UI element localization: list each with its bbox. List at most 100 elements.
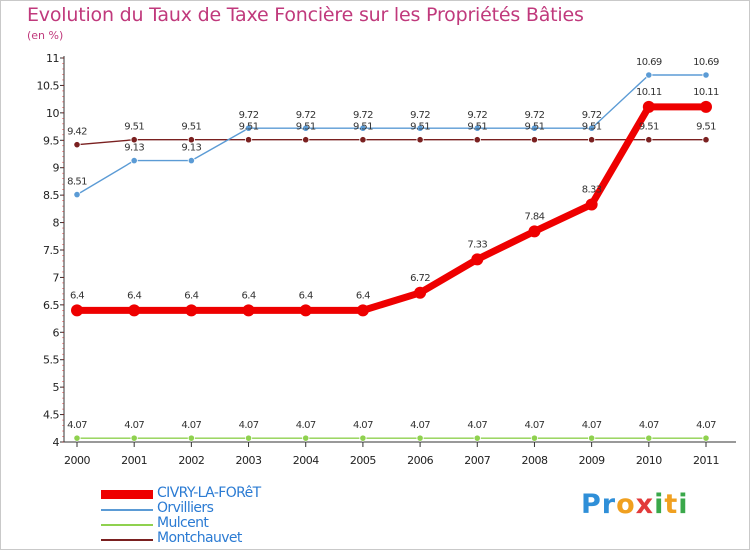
data-label: 4.07 — [582, 420, 602, 431]
data-label: 8.51 — [67, 177, 87, 188]
data-point — [244, 136, 253, 144]
x-tick-label: 2002 — [178, 454, 204, 467]
data-label: 7.33 — [467, 239, 487, 250]
data-label: 6.72 — [410, 273, 430, 284]
data-point — [473, 136, 481, 144]
x-tick-label: 2004 — [293, 454, 319, 467]
legend-label: Orvilliers — [157, 500, 214, 516]
data-label: 9.51 — [296, 122, 316, 133]
y-tick-label: 11 — [46, 52, 59, 65]
data-label: 9.51 — [525, 122, 545, 133]
data-point — [73, 190, 81, 199]
data-point — [702, 71, 710, 79]
data-label: 9.51 — [410, 122, 430, 133]
data-point — [702, 136, 710, 144]
data-label: 9.51 — [239, 122, 259, 133]
y-tick-label: 5.5 — [43, 354, 59, 367]
y-tick-label: 4.5 — [43, 409, 59, 422]
x-tick-label: 2009 — [579, 454, 605, 467]
y-tick-label: 6.5 — [43, 299, 59, 312]
data-point — [73, 434, 81, 442]
x-tick-label: 2010 — [636, 454, 662, 467]
y-tick-label: 4 — [53, 436, 60, 449]
y-tick-label: 9 — [53, 162, 60, 175]
data-label: 6.4 — [70, 290, 84, 301]
data-label: 4.07 — [696, 420, 716, 431]
data-point — [244, 124, 253, 132]
data-point — [302, 434, 310, 442]
data-label: 9.72 — [525, 110, 545, 121]
y-tick-label: 8.5 — [43, 189, 59, 202]
data-point — [530, 434, 539, 442]
data-label: 9.72 — [296, 110, 316, 121]
y-tick-label: 5 — [53, 381, 60, 394]
y-tick-label: 8 — [53, 217, 60, 230]
data-point — [414, 286, 427, 299]
data-point — [416, 434, 424, 442]
data-point — [187, 434, 195, 442]
y-tick-label: 10 — [46, 107, 59, 120]
x-tick-label: 2007 — [464, 454, 490, 467]
data-label: 9.51 — [639, 122, 659, 133]
data-point — [585, 198, 598, 211]
legend-swatch — [101, 509, 153, 511]
data-point — [187, 136, 195, 144]
data-label: 4.07 — [410, 420, 430, 431]
data-point — [302, 124, 310, 132]
legend-swatch — [101, 524, 153, 526]
data-label: 9.72 — [353, 110, 373, 121]
data-label: 9.51 — [124, 122, 144, 133]
data-point — [130, 136, 138, 144]
data-point — [645, 71, 653, 79]
data-label: 4.07 — [353, 420, 373, 431]
data-point — [185, 304, 198, 317]
data-label: 4.07 — [525, 420, 545, 431]
data-point — [130, 434, 138, 442]
x-tick-label: 2008 — [521, 454, 547, 467]
data-point — [302, 136, 310, 144]
data-label: 6.4 — [184, 290, 198, 301]
data-point — [588, 124, 596, 132]
x-tick-label: 2011 — [693, 454, 719, 467]
series-line-0 — [73, 103, 710, 314]
data-label: 8.33 — [582, 184, 602, 195]
data-point — [645, 136, 653, 144]
data-label: 9.51 — [696, 122, 716, 133]
data-point — [645, 434, 653, 442]
data-label: 4.07 — [296, 420, 316, 431]
data-label: 4.07 — [124, 420, 144, 431]
data-label: 4.07 — [639, 420, 659, 431]
proxiti-logo: Proxiti — [581, 489, 689, 520]
x-tick-label: 2006 — [407, 454, 433, 467]
data-label: 9.13 — [124, 143, 144, 154]
data-point — [530, 136, 539, 144]
data-label: 6.4 — [356, 290, 370, 301]
data-point — [416, 136, 424, 144]
x-tick-label: 2005 — [350, 454, 376, 467]
data-point — [528, 225, 541, 238]
data-point — [530, 124, 539, 132]
data-label: 4.07 — [239, 420, 259, 431]
x-tick-label: 2000 — [64, 454, 90, 467]
data-label: 10.11 — [636, 87, 662, 98]
data-point — [242, 304, 255, 317]
data-point — [187, 156, 195, 165]
data-point — [473, 124, 481, 132]
data-point — [471, 253, 484, 266]
data-point — [588, 136, 596, 144]
data-point — [359, 136, 367, 144]
data-point — [299, 304, 312, 317]
data-point — [128, 304, 141, 317]
data-point — [642, 100, 655, 113]
data-point — [588, 434, 596, 442]
data-label: 10.11 — [693, 87, 719, 98]
data-point — [359, 434, 367, 442]
data-label: 6.4 — [241, 290, 255, 301]
data-label: 4.07 — [67, 420, 87, 431]
data-point — [359, 124, 367, 132]
x-tick-label: 2003 — [236, 454, 262, 467]
data-label: 7.84 — [525, 211, 545, 222]
data-label: 9.72 — [582, 110, 602, 121]
data-point — [473, 434, 481, 442]
